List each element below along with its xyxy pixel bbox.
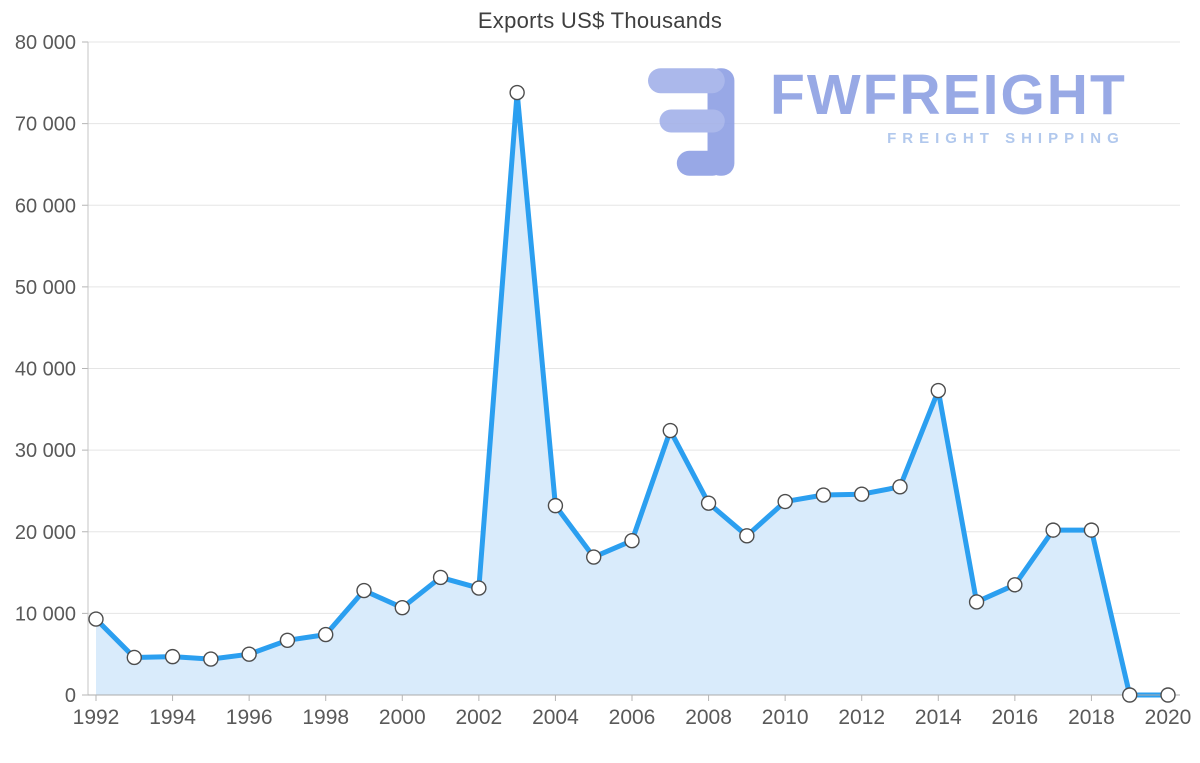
data-point-marker bbox=[968, 594, 985, 610]
data-point-marker bbox=[126, 649, 142, 666]
data-point-marker bbox=[854, 486, 870, 502]
y-tick-label: 30 000 bbox=[15, 440, 76, 462]
y-tick-label: 20 000 bbox=[15, 522, 76, 544]
data-point-marker bbox=[777, 493, 793, 510]
x-tick-label: 1994 bbox=[149, 706, 196, 729]
x-tick-label: 2004 bbox=[532, 706, 579, 729]
data-point-marker bbox=[1007, 577, 1023, 593]
series-area bbox=[96, 92, 1168, 696]
data-point-marker bbox=[586, 549, 602, 565]
data-point-marker bbox=[318, 626, 334, 643]
y-tick-label: 0 bbox=[65, 685, 76, 707]
data-point-marker bbox=[279, 632, 296, 649]
data-point-marker bbox=[394, 599, 410, 616]
data-point-marker bbox=[1122, 687, 1138, 703]
x-tick-label: 2012 bbox=[838, 706, 885, 729]
data-point-marker bbox=[662, 422, 678, 439]
data-point-marker bbox=[1083, 522, 1100, 538]
data-point-marker bbox=[241, 646, 257, 662]
x-tick-label: 2002 bbox=[455, 706, 502, 729]
x-tick-label: 2000 bbox=[379, 706, 426, 729]
x-tick-label: 1996 bbox=[226, 706, 273, 729]
data-point-marker bbox=[547, 497, 564, 514]
x-tick-label: 2020 bbox=[1145, 706, 1192, 729]
x-tick-label: 2008 bbox=[685, 706, 732, 729]
y-tick-label: 10 000 bbox=[15, 603, 76, 625]
x-tick-label: 1998 bbox=[302, 706, 349, 729]
data-point-marker bbox=[1160, 687, 1176, 703]
data-point-marker bbox=[739, 528, 755, 544]
data-point-marker bbox=[892, 479, 908, 495]
y-tick-label: 70 000 bbox=[15, 114, 76, 136]
data-point-marker bbox=[203, 651, 219, 667]
chart-title: Exports US$ Thousands bbox=[477, 8, 723, 33]
y-tick-label: 80 000 bbox=[15, 32, 76, 54]
data-point-marker bbox=[624, 533, 640, 549]
data-point-marker bbox=[432, 569, 449, 586]
x-tick-label: 2006 bbox=[609, 706, 656, 729]
data-point-marker bbox=[509, 84, 525, 101]
data-point-marker bbox=[471, 580, 487, 596]
data-point-marker bbox=[164, 648, 181, 665]
x-tick-label: 2018 bbox=[1068, 706, 1115, 729]
x-tick-label: 2014 bbox=[915, 706, 962, 729]
x-tick-label: 2016 bbox=[991, 706, 1038, 729]
data-point-marker bbox=[356, 582, 372, 599]
x-tick-label: 2010 bbox=[762, 706, 809, 729]
data-point-marker bbox=[930, 382, 946, 399]
y-tick-label: 60 000 bbox=[15, 195, 76, 217]
y-tick-label: 40 000 bbox=[15, 359, 76, 381]
data-point-marker bbox=[815, 487, 832, 503]
y-tick-label: 50 000 bbox=[15, 277, 76, 299]
data-point-marker bbox=[700, 495, 717, 511]
x-tick-label: 1992 bbox=[73, 706, 120, 729]
data-point-marker bbox=[1045, 522, 1061, 538]
data-point-marker bbox=[88, 611, 104, 627]
